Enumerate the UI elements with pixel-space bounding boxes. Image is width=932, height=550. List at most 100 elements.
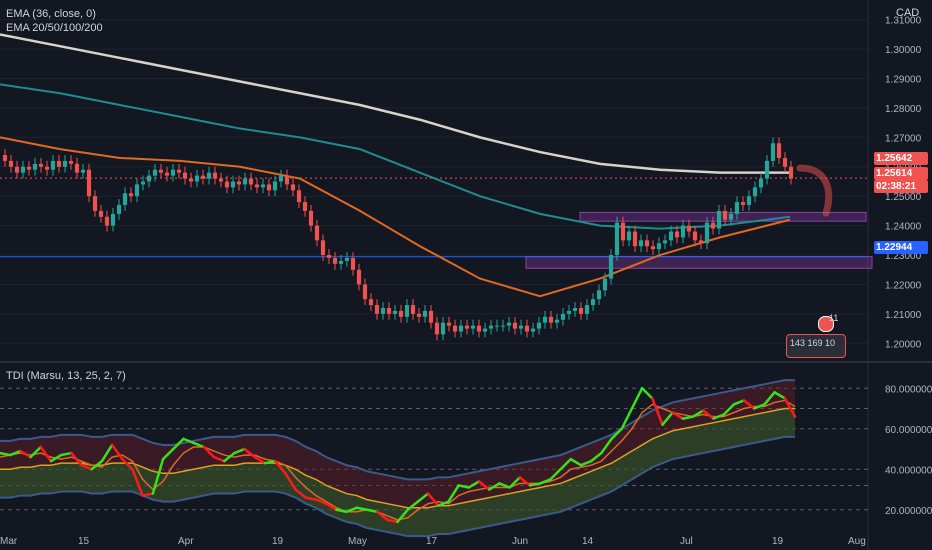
y-tick-label: 1.21000	[885, 310, 922, 321]
last-price-tag: 1.25642	[874, 152, 928, 165]
tdi-lower-fill	[0, 408, 795, 537]
candle	[86, 169, 92, 197]
candle	[782, 157, 788, 167]
candle	[290, 184, 296, 191]
candle	[374, 305, 380, 314]
tdi-rsi-line	[110, 443, 124, 461]
candle	[524, 325, 530, 332]
tdi-rsi-line	[19, 449, 32, 459]
candle	[356, 269, 362, 285]
candle	[494, 325, 500, 327]
candle	[260, 184, 266, 188]
candle	[14, 166, 20, 173]
tdi-rsi-line	[498, 482, 511, 489]
tdi-signal-line	[0, 399, 796, 521]
candle	[452, 325, 458, 332]
currency-label: CAD	[896, 7, 920, 19]
tdi-rsi-line	[294, 488, 308, 499]
candle	[80, 169, 86, 173]
candle	[170, 169, 176, 176]
candle	[728, 213, 734, 220]
candle	[98, 210, 104, 217]
candle	[416, 313, 422, 317]
tdi-rsi-line	[0, 451, 12, 457]
tdi-rsi-line	[365, 508, 379, 514]
candle	[446, 322, 452, 326]
tdi-rsi-line	[8, 449, 22, 457]
tdi-rsi-line	[243, 447, 257, 459]
tdi-rsi-line	[437, 500, 450, 507]
candle	[134, 184, 140, 197]
candle	[326, 255, 332, 258]
tdi-rsi-line	[620, 407, 634, 430]
tdi-rsi-line	[416, 492, 430, 503]
tdi-rsi-line	[600, 437, 613, 455]
tdi-rsi-line	[712, 413, 725, 420]
x-tick-label: Jun	[512, 536, 528, 547]
tdi-rsi-line	[742, 399, 756, 410]
candle	[20, 166, 26, 173]
candle	[332, 257, 338, 264]
candle	[386, 307, 392, 314]
tdi-rsi-line	[335, 508, 348, 514]
candle	[560, 313, 566, 320]
x-tick-label: 19	[272, 536, 284, 547]
tdi-rsi-line	[763, 391, 776, 406]
tdi-rsi-line	[121, 457, 134, 471]
supply-zone	[525, 256, 873, 269]
y-tick-label: 1.31000	[885, 16, 922, 27]
candle	[734, 202, 740, 214]
tdi-rsi-line	[314, 498, 328, 505]
candle	[212, 172, 218, 179]
candle	[536, 322, 542, 329]
tdi-rsi-line	[345, 506, 358, 514]
candle	[266, 184, 272, 191]
events-badge[interactable]: 143 169 10	[786, 334, 846, 358]
candle	[578, 307, 584, 314]
candle	[686, 225, 692, 232]
candle	[440, 322, 446, 335]
candle	[380, 307, 386, 314]
alert-icon[interactable]	[818, 316, 834, 332]
candle	[404, 305, 410, 317]
y-tick-label: 1.27000	[885, 133, 922, 144]
candle	[644, 240, 650, 247]
candle	[320, 240, 326, 256]
candle	[152, 169, 158, 176]
tdi-rsi-line	[70, 451, 83, 467]
candle	[38, 163, 44, 167]
y-tick-label: 1.30000	[885, 45, 922, 56]
candle	[272, 181, 278, 191]
tdi-rsi-line	[671, 411, 685, 420]
candle	[776, 143, 782, 158]
ema-multi-legend[interactable]: EMA 20/50/100/200	[6, 22, 103, 34]
tdi-rsi-line	[161, 447, 175, 461]
candle	[338, 260, 344, 264]
candle	[530, 328, 536, 332]
candle	[674, 231, 680, 238]
alert-count: 11	[829, 313, 839, 323]
tdi-rsi-line	[212, 455, 226, 463]
candle	[752, 187, 758, 197]
candle	[758, 178, 764, 188]
candle	[182, 172, 188, 179]
tdi-rsi-line	[375, 510, 389, 522]
tdi-rsi-line	[528, 482, 542, 487]
candle	[284, 175, 290, 185]
candle	[710, 222, 716, 229]
tdi-rsi-line	[732, 399, 746, 406]
candle	[584, 305, 590, 314]
ema36-legend[interactable]: EMA (36, close, 0)	[6, 8, 96, 20]
ema-line	[0, 33, 790, 174]
y-tick-label: 1.20000	[885, 339, 922, 350]
tdi-legend[interactable]: TDI (Marsu, 13, 25, 2, 7)	[6, 370, 126, 382]
candle	[422, 310, 428, 317]
tdi-rsi-line	[559, 457, 573, 471]
projection-arrow	[796, 164, 833, 217]
candle	[200, 175, 206, 179]
candle	[206, 172, 212, 179]
tdi-rsi-line	[773, 391, 787, 400]
candle	[680, 225, 686, 238]
candle	[476, 325, 482, 332]
